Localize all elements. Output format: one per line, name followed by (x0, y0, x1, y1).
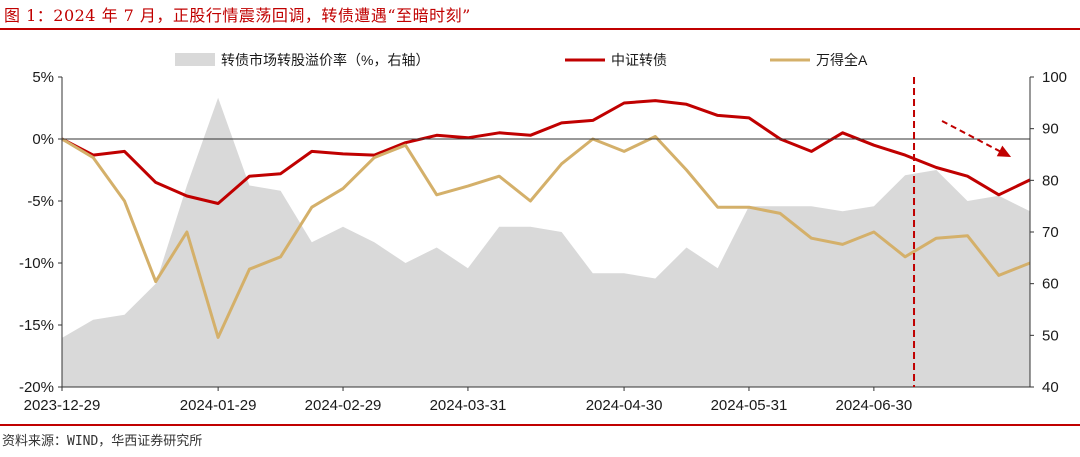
source-note: 资料来源：WIND，华西证券研究所 (2, 434, 203, 449)
right-tick-label: 80 (1042, 172, 1059, 189)
premium-area-layer (62, 97, 1030, 387)
legend-label: 万得全A (816, 52, 868, 68)
x-tick-label: 2024-02-29 (305, 397, 382, 414)
left-tick-label: 5% (32, 69, 54, 86)
legend-label: 转债市场转股溢价率（%，右轴） (221, 52, 429, 68)
left-tick-label: -20% (19, 379, 54, 396)
chart-title: 图 1：2024 年 7 月，正股行情震荡回调，转债遭遇“至暗时刻” (4, 6, 471, 25)
x-tick-label: 2024-06-30 (836, 397, 913, 414)
chart-canvas: 5% 0% -5% -10% -15% -20% 100 90 80 70 60 50 40 2023-1… (19, 52, 1067, 414)
legend: 转债市场转股溢价率（%，右轴） 中证转债 万得全A (175, 52, 868, 68)
right-tick-label: 40 (1042, 379, 1059, 396)
annotation-layer (913, 77, 1012, 387)
csi-convertible-line (61, 99, 1031, 205)
right-tick-label: 100 (1042, 69, 1067, 86)
left-tick-label: 0% (32, 131, 54, 148)
legend-label: 中证转债 (611, 52, 667, 68)
premium-area (62, 97, 1030, 387)
left-tick-label: -15% (19, 317, 54, 334)
right-tick-label: 70 (1042, 224, 1059, 241)
axes-layer: 5% 0% -5% -10% -15% -20% 100 90 80 70 60 50 40 2023-1… (19, 69, 1067, 414)
x-tick-label: 2024-03-31 (430, 397, 507, 414)
trend-arrow-head (996, 145, 1012, 157)
title-rule (0, 28, 1080, 30)
legend-swatch-premium (175, 53, 215, 66)
x-tick-label: 2023-12-29 (24, 397, 101, 414)
footer-rule (0, 424, 1080, 426)
right-tick-label: 90 (1042, 121, 1059, 138)
right-tick-label: 50 (1042, 327, 1059, 344)
index-lines-layer (61, 99, 1031, 339)
right-tick-label: 60 (1042, 276, 1059, 293)
wind-all-a-line (61, 135, 1031, 339)
x-tick-label: 2024-04-30 (586, 397, 663, 414)
x-tick-label: 2024-01-29 (180, 397, 257, 414)
left-tick-label: -5% (27, 193, 54, 210)
trend-arrow-shaft (941, 120, 1006, 155)
left-tick-label: -10% (19, 255, 54, 272)
x-tick-label: 2024-05-31 (711, 397, 788, 414)
